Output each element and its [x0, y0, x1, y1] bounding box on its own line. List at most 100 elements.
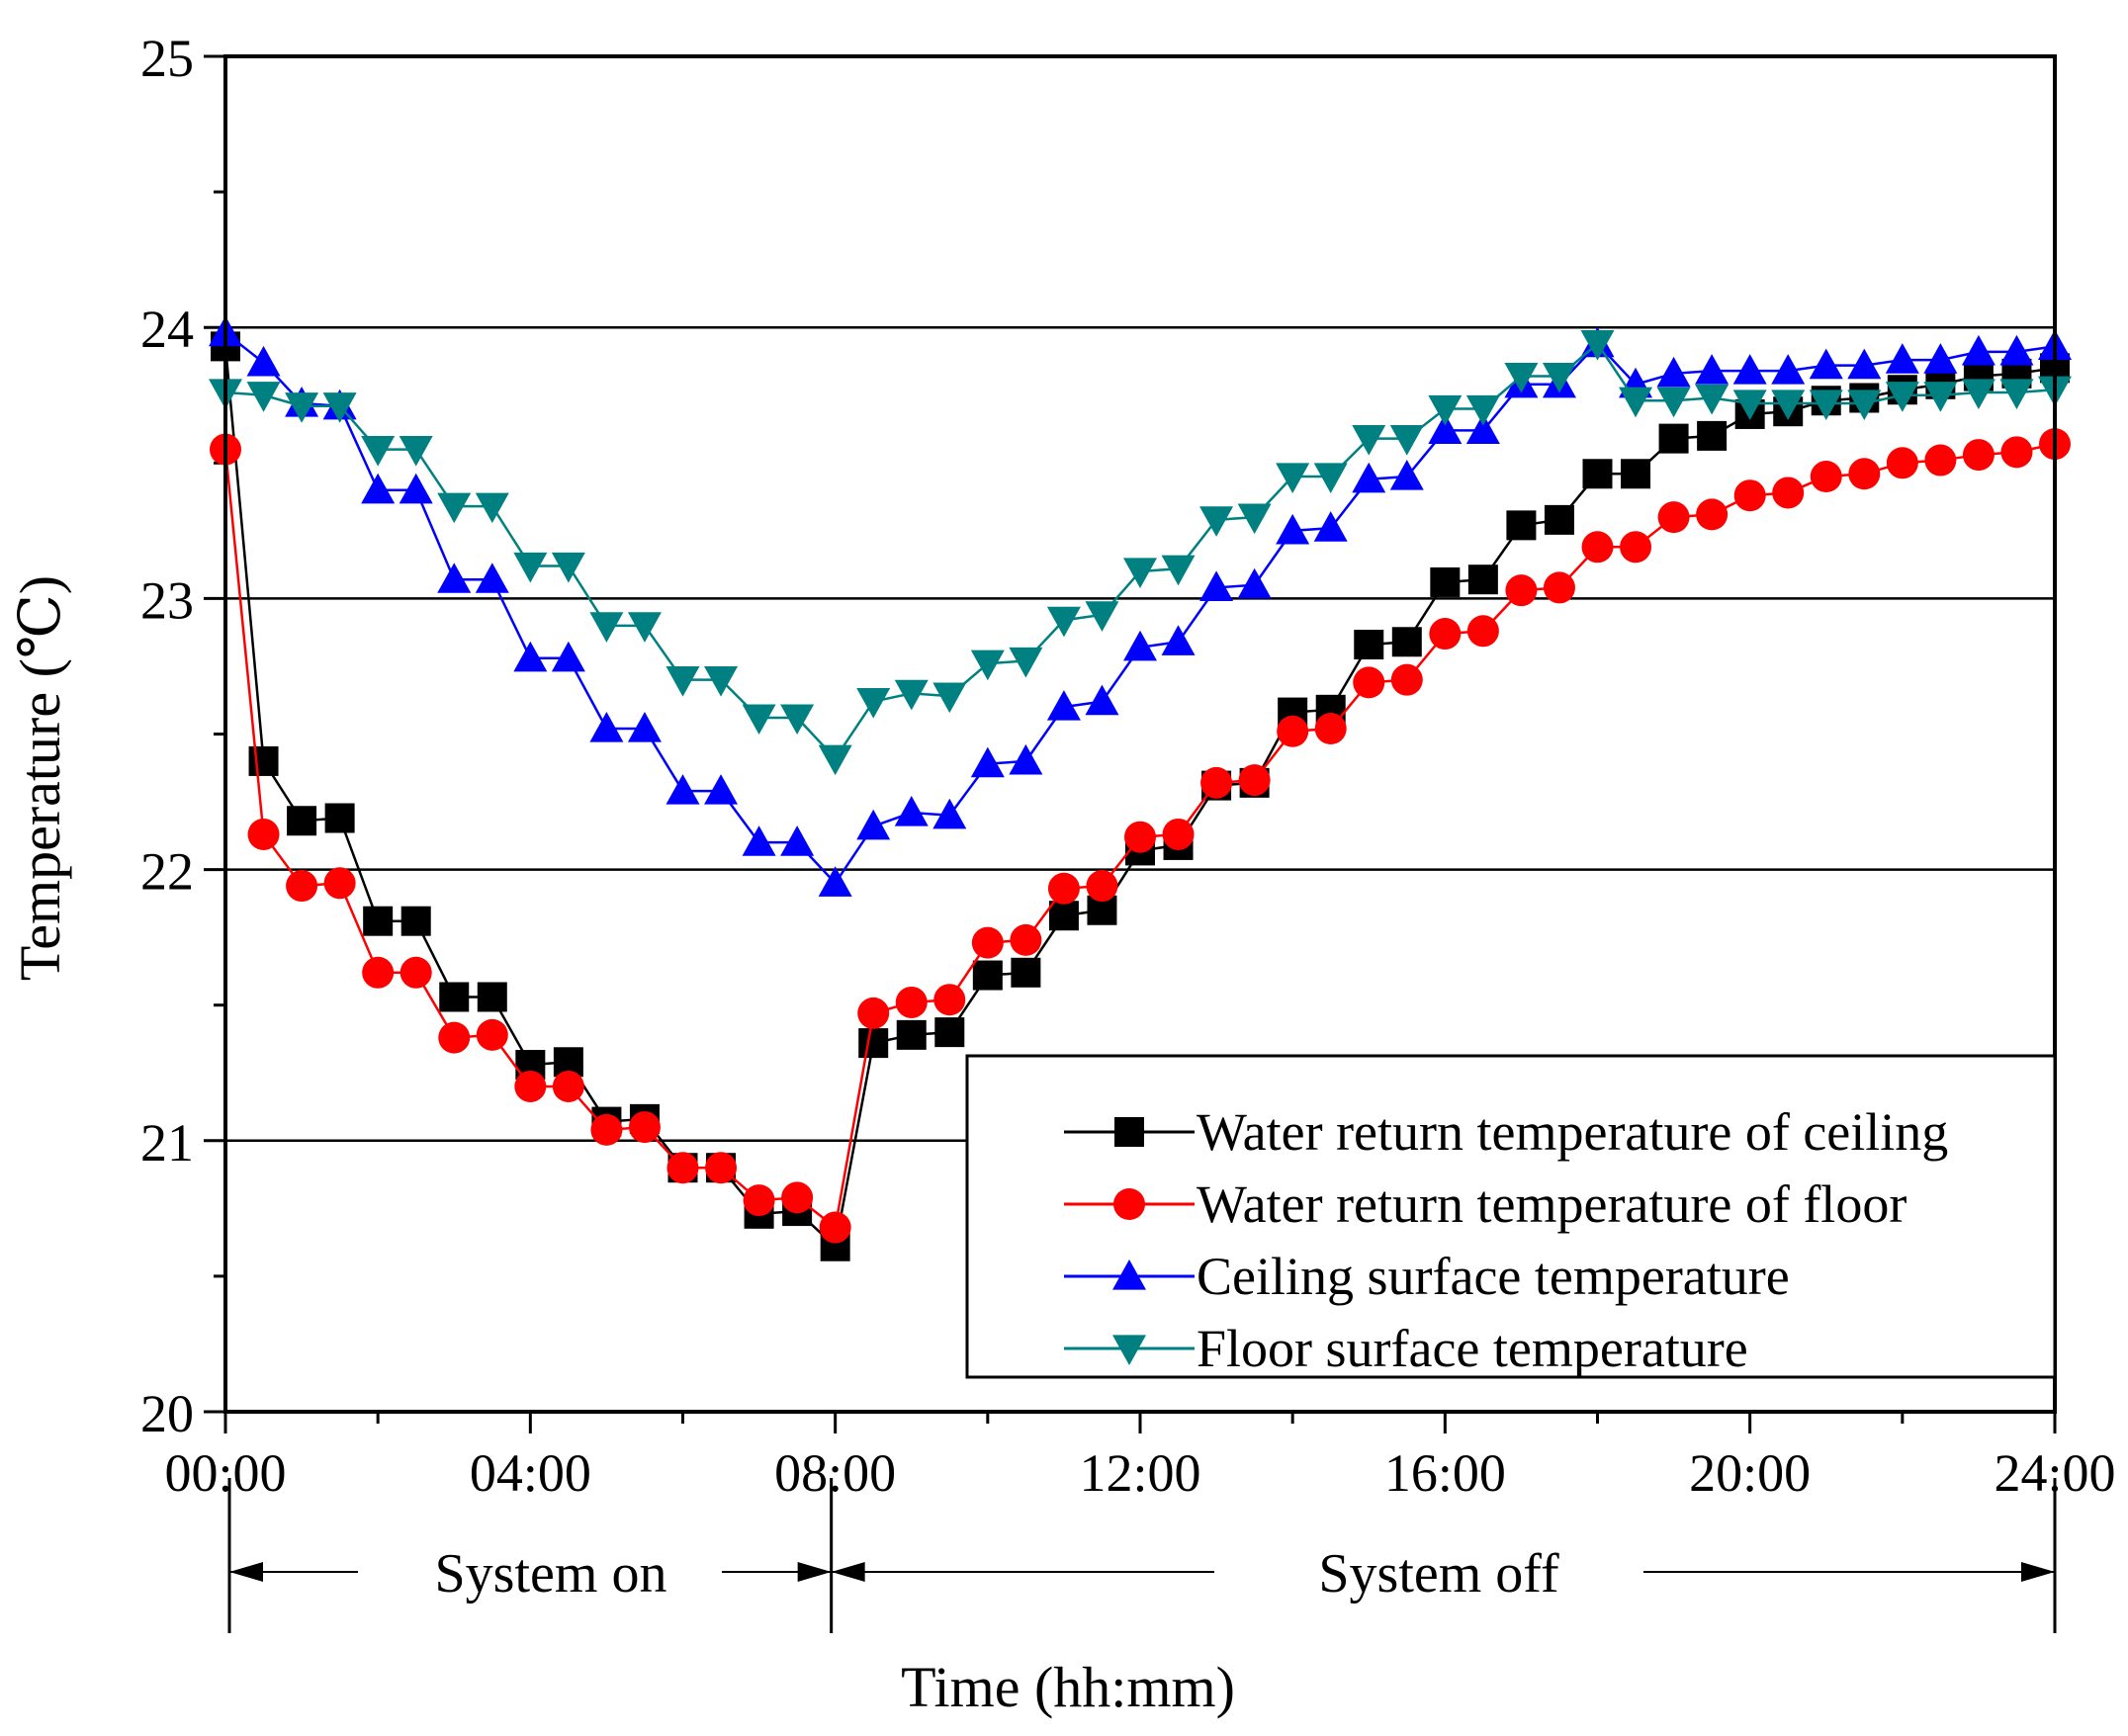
data-point — [896, 1019, 927, 1050]
data-point — [1465, 413, 1500, 444]
data-point — [1123, 630, 1157, 661]
data-point — [1923, 382, 1958, 412]
data-point — [287, 806, 317, 836]
data-point — [437, 492, 472, 524]
data-point — [1010, 923, 1042, 956]
legend-box — [965, 1054, 2057, 1379]
data-point — [1619, 387, 1653, 418]
data-point — [1313, 511, 1348, 542]
period-arrow-head — [229, 1562, 263, 1582]
data-point — [627, 712, 662, 742]
data-point — [1313, 463, 1348, 494]
data-point — [1544, 504, 1574, 535]
series-4 — [209, 330, 2072, 776]
x-tick-label: 00:00 — [164, 1443, 286, 1503]
data-point — [970, 746, 1005, 778]
y-axis-title: Temperature (℃) — [8, 575, 72, 981]
x-tick-label: 16:00 — [1384, 1443, 1506, 1503]
data-point — [818, 866, 852, 897]
axis-ticks: 20 21 22 23 24 25 00:00 04:00 08:00 12:00 16:00 20:… — [140, 29, 2116, 1503]
data-point — [856, 809, 891, 840]
data-point — [1085, 684, 1119, 716]
period-arrow-head — [831, 1562, 865, 1582]
legend-marker — [1113, 1188, 1145, 1220]
data-point — [932, 798, 967, 829]
data-point — [819, 1211, 851, 1244]
data-point — [1199, 506, 1234, 537]
data-point — [1123, 558, 1157, 588]
data-point — [1658, 423, 1689, 454]
data-point — [1428, 413, 1463, 444]
data-point — [513, 641, 548, 672]
data-point — [1430, 566, 1461, 597]
legend-label: Water return temperature of floor — [1197, 1174, 1906, 1234]
x-tick-label: 20:00 — [1689, 1443, 1811, 1503]
data-point — [1620, 531, 1652, 564]
data-point — [476, 1018, 508, 1051]
data-point — [1809, 348, 1843, 380]
data-point — [1582, 459, 1613, 489]
data-point — [1923, 343, 1958, 374]
data-point — [1580, 330, 1615, 361]
data-point — [247, 818, 280, 850]
x-tick-label: 04:00 — [470, 1443, 591, 1503]
data-point — [1961, 379, 1995, 410]
data-point — [1277, 715, 1309, 747]
legend-marker — [1112, 1259, 1146, 1290]
data-point — [857, 997, 890, 1029]
data-point — [1810, 461, 1842, 493]
data-point — [1428, 394, 1463, 426]
data-point — [1581, 531, 1614, 564]
data-point — [1314, 713, 1347, 745]
legend-label: Ceiling surface temperature — [1197, 1247, 1790, 1306]
x-tick-label: 08:00 — [774, 1443, 896, 1503]
data-point — [1924, 444, 1957, 477]
data-point — [1847, 348, 1882, 380]
data-point — [1621, 459, 1651, 489]
data-point — [972, 960, 1003, 991]
data-point — [1732, 354, 1767, 385]
legend-marker — [1112, 1335, 1146, 1365]
data-point — [1732, 390, 1767, 420]
data-point — [399, 956, 432, 989]
data-point — [1656, 387, 1691, 418]
data-point — [1465, 394, 1500, 426]
data-point — [780, 825, 815, 856]
data-point — [363, 906, 394, 936]
data-point — [1962, 439, 1995, 472]
data-point — [1276, 463, 1310, 494]
data-point — [1656, 356, 1691, 388]
period-arrow-head — [797, 1562, 832, 1582]
data-point — [399, 473, 433, 504]
period-label: System off — [1318, 1543, 1559, 1605]
data-point — [742, 825, 776, 856]
x-tick-label: 12:00 — [1079, 1443, 1200, 1503]
data-point — [1086, 870, 1118, 903]
period-arrow-head — [2021, 1562, 2055, 1582]
data-point — [1848, 458, 1881, 490]
data-point — [2000, 436, 2033, 469]
data-point — [1046, 690, 1081, 721]
data-point — [1999, 334, 2034, 366]
y-tick-label: 24 — [140, 300, 194, 359]
data-point — [1429, 618, 1462, 651]
data-point — [1237, 567, 1272, 599]
data-point — [1011, 957, 1041, 988]
data-point — [1504, 362, 1539, 393]
period-annotations: System on System off — [227, 1478, 2057, 1633]
data-point — [1390, 663, 1423, 696]
data-point — [1276, 513, 1310, 545]
data-point — [475, 563, 509, 593]
series-layer — [209, 315, 2072, 1261]
data-point — [627, 612, 662, 643]
data-point — [704, 774, 739, 805]
data-point — [513, 552, 548, 583]
data-point — [1999, 379, 2034, 410]
data-point — [1389, 425, 1424, 456]
data-point — [1506, 510, 1537, 541]
data-point — [1695, 384, 1729, 415]
data-point — [1389, 460, 1424, 490]
data-point — [1200, 766, 1233, 799]
data-point — [1467, 564, 1498, 595]
data-point — [932, 682, 967, 714]
